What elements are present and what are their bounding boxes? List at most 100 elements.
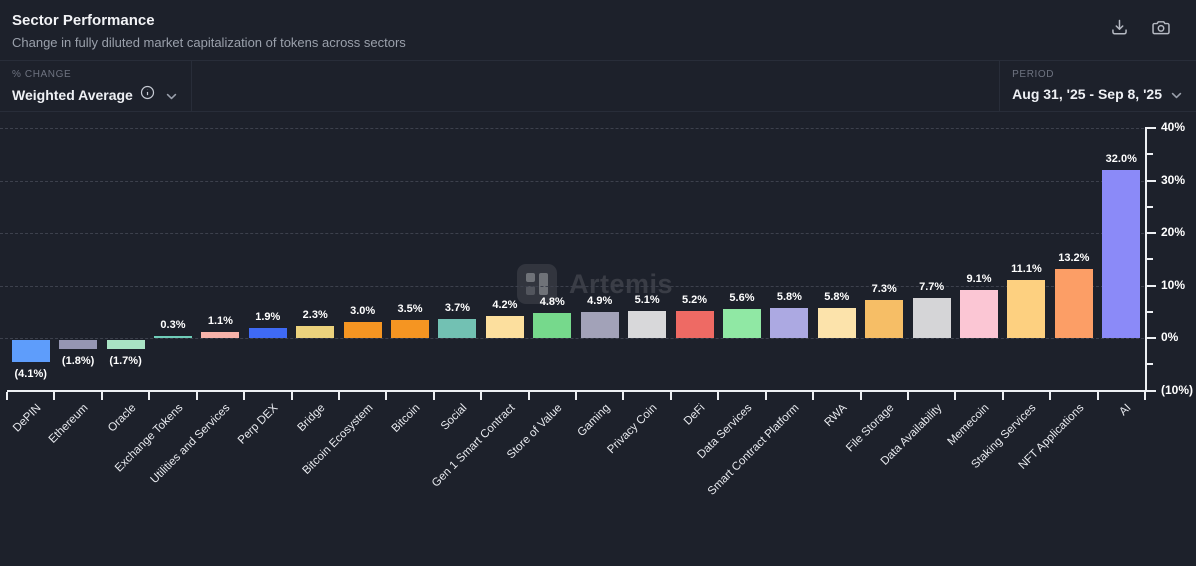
bar-value-label: 5.2% [681,293,708,306]
download-button[interactable] [1107,15,1132,40]
bar-value-label: 5.1% [634,294,660,307]
bar[interactable] [628,311,667,338]
x-tick [385,392,388,400]
bar-value-label: 32.0% [1105,153,1137,165]
period-value: Aug 31, '25 - Sep 8, '25 [1012,86,1162,102]
bar[interactable] [675,310,714,338]
bar[interactable] [296,325,335,338]
x-tick [432,392,435,400]
x-tick [1096,392,1099,400]
y-minor-tick [1147,153,1153,156]
x-tick [954,392,957,400]
bar-chart: Artemis (4.1%) DePIN (1.8%) Ethereum (1.7%) O… [0,113,1196,508]
x-axis-line [7,390,1147,392]
bar[interactable] [106,340,145,349]
bar[interactable] [580,312,619,338]
bar[interactable] [533,312,572,338]
x-tick [243,392,246,400]
x-tick [812,392,815,400]
bar[interactable] [438,318,477,338]
x-tick [906,392,909,400]
bar-value-label: 1.1% [207,315,233,328]
x-tick [195,392,198,400]
x-tick [1001,392,1004,400]
bar-value-label: 3.0% [350,305,376,318]
y-tick [1147,389,1156,392]
chevron-down-icon [1171,85,1182,103]
x-tick [764,392,767,400]
bar[interactable] [11,340,50,362]
y-tick-label: 30% [1161,172,1186,187]
bar-value-label: (1.8%) [61,355,95,368]
metric-value: Weighted Average [12,86,133,103]
x-axis-label: Data Services [695,402,755,462]
bar-value-label: 5.8% [776,290,802,303]
bar[interactable] [343,322,382,338]
x-tick [148,392,151,400]
gridline [0,233,1144,234]
y-tick-label: 0% [1161,330,1179,344]
x-tick [290,392,293,400]
bar-value-label: 5.8% [824,290,850,303]
gridline [0,128,1144,129]
y-tick [1147,284,1156,287]
y-minor-tick [1147,258,1153,261]
x-tick [480,392,483,400]
bar-value-label: 4.8% [539,295,565,308]
bar-value-label: 4.2% [492,298,518,311]
bar-value-label: 2.3% [302,308,328,321]
gridline [0,338,1144,339]
bar[interactable] [1102,170,1141,338]
bar[interactable] [1007,279,1046,338]
bar-value-label: 7.3% [871,282,897,295]
y-tick-label: 20% [1161,225,1186,239]
bar[interactable] [485,315,524,338]
x-tick [1144,392,1146,400]
x-tick [527,392,530,400]
x-tick [622,392,625,400]
page-subtitle: Change in fully diluted market capitaliz… [12,35,406,50]
x-tick [337,392,340,400]
metric-dropdown[interactable]: % CHANGE Weighted Average [0,61,192,111]
bar[interactable] [817,307,856,338]
x-tick [1049,392,1052,400]
y-tick-label: (10%) [1161,382,1194,397]
bar[interactable] [391,319,430,338]
bar[interactable] [201,332,240,338]
bar[interactable] [722,308,761,338]
y-tick-label: 40% [1161,120,1186,134]
bar[interactable] [912,297,951,338]
bar[interactable] [153,336,192,338]
y-tick [1147,127,1156,129]
bar-value-label: 1.9% [255,311,281,324]
y-axis-line [1145,127,1147,392]
y-minor-tick [1147,310,1153,313]
y-minor-tick [1147,205,1153,208]
gridline [0,285,1144,287]
x-tick [53,392,56,400]
bar-value-label: (4.1%) [14,367,47,380]
x-tick [717,392,720,400]
info-icon[interactable] [140,85,155,104]
bar-value-label: 5.6% [729,291,755,304]
bar[interactable] [865,299,904,338]
bar-value-label: 11.1% [1011,262,1042,275]
x-tick [575,392,577,400]
camera-icon [1150,21,1172,41]
bar[interactable] [770,307,809,338]
bar-value-label: 7.7% [919,280,945,293]
x-tick [859,392,862,400]
y-tick [1147,337,1156,339]
bar[interactable] [1054,268,1093,338]
x-tick [100,392,103,400]
bar-value-label: (1.7%) [109,354,142,367]
download-icon [1109,19,1130,41]
bar[interactable] [59,340,98,350]
bar[interactable] [248,328,287,338]
screenshot-button[interactable] [1148,15,1174,40]
bar[interactable] [960,290,999,338]
y-minor-tick [1147,363,1153,366]
period-dropdown[interactable]: PERIOD Aug 31, '25 - Sep 8, '25 [999,61,1196,111]
y-tick-label: 10% [1161,277,1186,292]
bar-value-label: 4.9% [587,295,613,308]
